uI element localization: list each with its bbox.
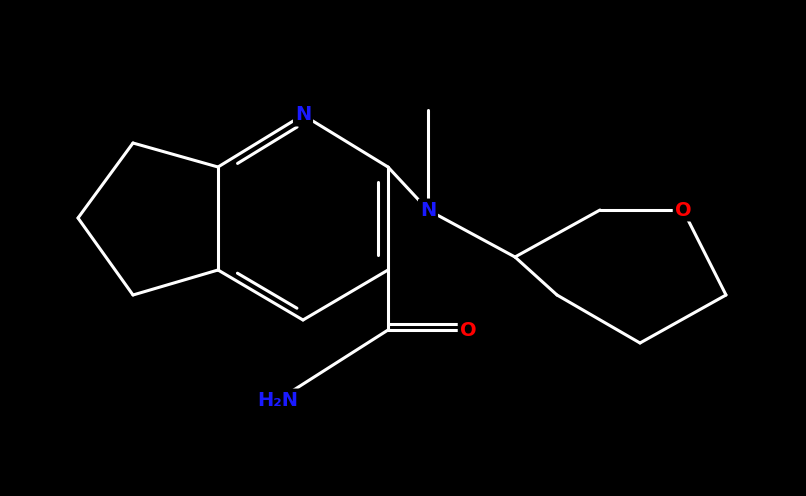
Text: N: N xyxy=(420,200,436,220)
Text: O: O xyxy=(459,320,476,339)
Text: N: N xyxy=(295,106,311,124)
Text: O: O xyxy=(675,200,692,220)
Text: H₂N: H₂N xyxy=(257,390,298,410)
